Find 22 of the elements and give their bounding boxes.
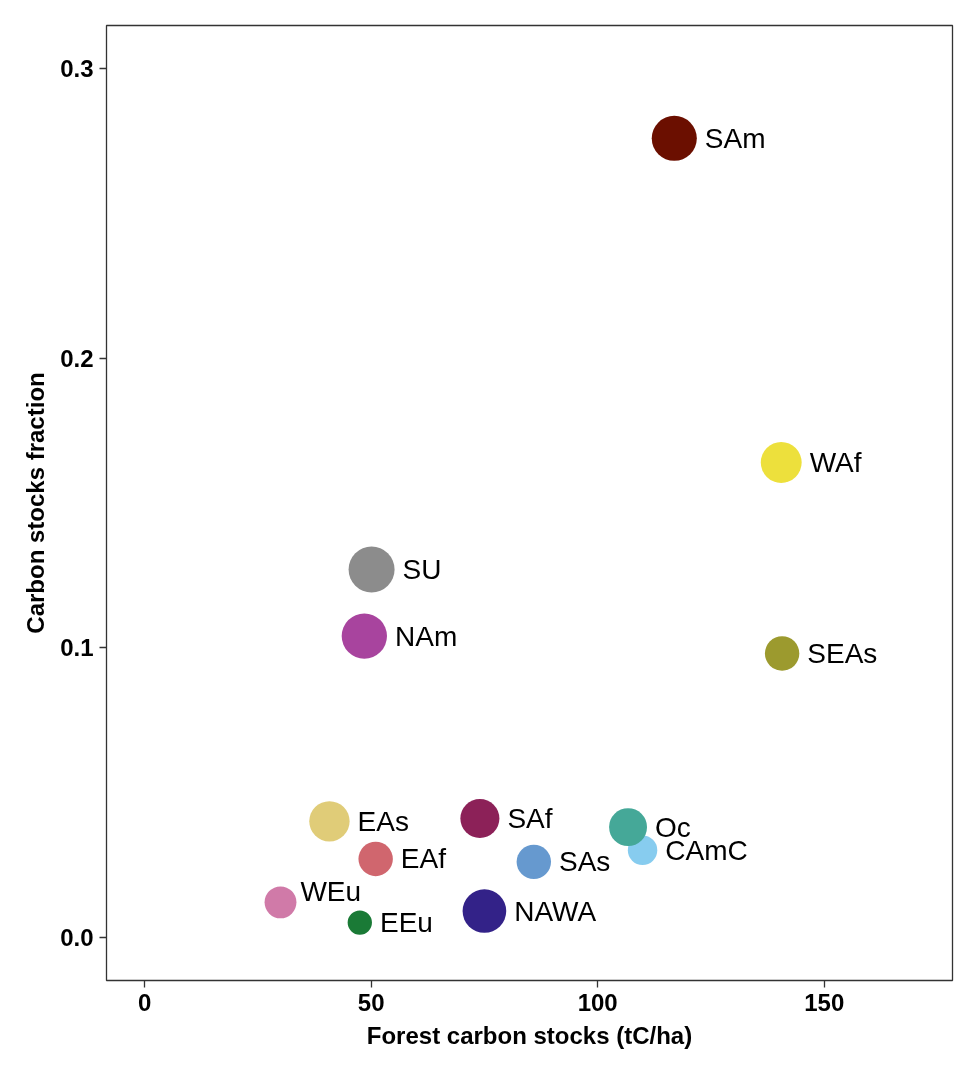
y-tick-label: 0.3 — [60, 55, 94, 83]
series-label: WAf — [809, 446, 862, 478]
x-axis-title: Forest carbon stocks (tC/ha) — [366, 1021, 693, 1049]
x-tick-label: 100 — [577, 988, 618, 1016]
series-label: SU — [402, 554, 442, 586]
x-tick-label: 50 — [357, 988, 385, 1016]
series-label: SEAs — [807, 637, 878, 669]
x-tick-label: 0 — [137, 988, 152, 1016]
y-tick-label: 0.2 — [60, 344, 94, 372]
series-label: SAm — [704, 122, 766, 154]
series-label: NAm — [394, 620, 458, 652]
y-tick-label: 0.1 — [60, 634, 94, 662]
x-tick-label: 150 — [804, 988, 845, 1016]
series-label: SAf — [507, 802, 553, 834]
series-label: NAWA — [514, 895, 597, 927]
y-tick-label: 0.0 — [60, 923, 94, 951]
y-axis-title: Carbon stocks fraction — [22, 372, 50, 634]
series-label: EEu — [379, 907, 433, 939]
series-label: SAs — [559, 846, 611, 878]
series-label: EAs — [357, 805, 409, 837]
series-label: EAf — [400, 843, 447, 875]
series-label: WEu — [300, 875, 362, 907]
